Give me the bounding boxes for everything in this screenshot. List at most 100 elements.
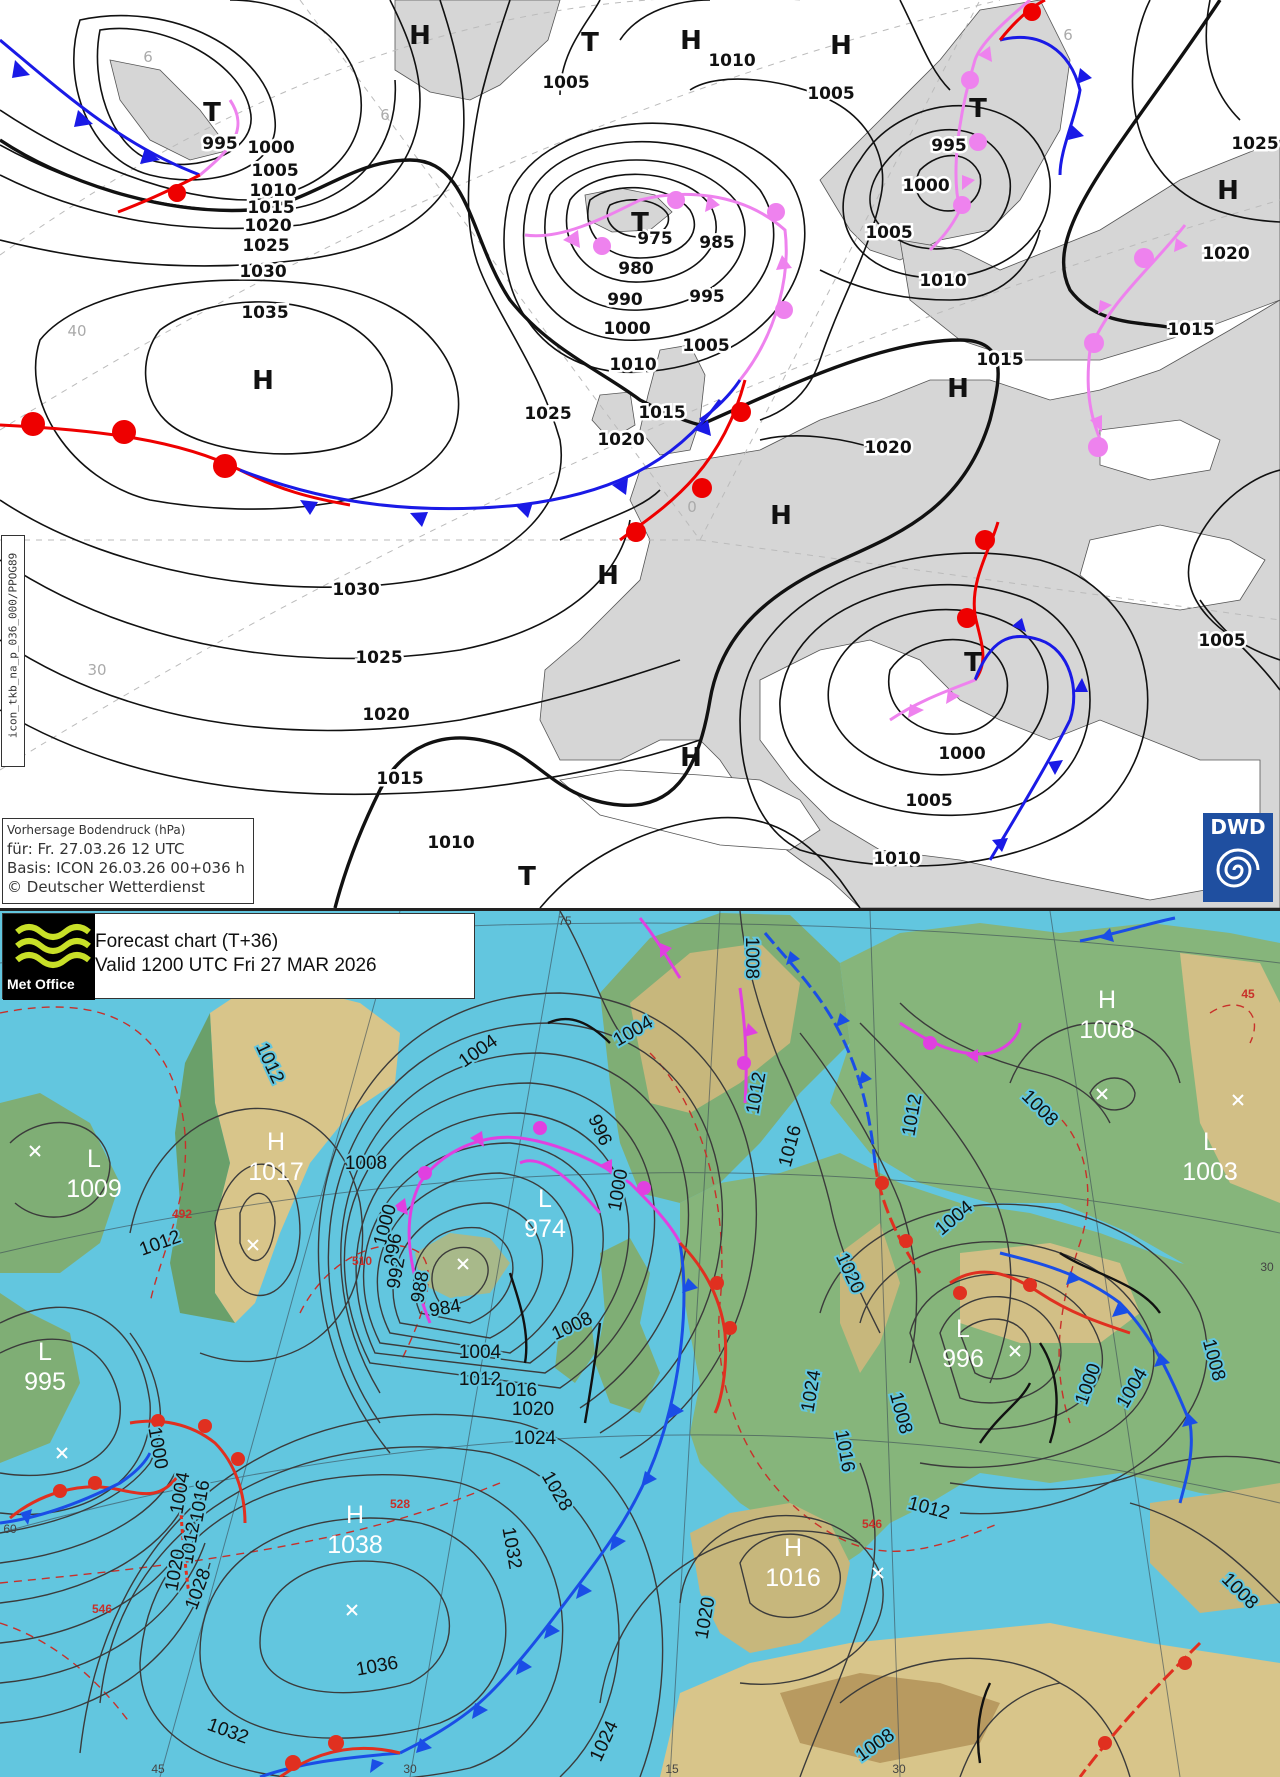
high-center-letter: H	[1098, 986, 1116, 1014]
center-pressure-value: 1016	[765, 1564, 821, 1592]
isobar-label: 1008	[741, 937, 762, 979]
isobar-label-halo: 1025	[355, 648, 402, 668]
isobar-label-halo: 980	[618, 259, 654, 279]
isobar-label-halo: 1010	[609, 355, 656, 375]
high-pressure-center: H	[680, 26, 702, 56]
isobar-label-halo: 1020	[597, 430, 644, 450]
metoffice-title-block: Forecast chart (T+36) Valid 1200 UTC Fri…	[95, 930, 377, 978]
high-pressure-center: H	[770, 501, 792, 531]
isobar-label-halo: 1015	[1167, 320, 1214, 340]
isobar-label-halo: 1005	[807, 84, 854, 104]
metoffice-logo: Met Office	[3, 914, 95, 1000]
center-pressure-value: 1003	[1182, 1158, 1238, 1186]
isobar-label-halo: 1015	[247, 198, 294, 218]
low-center-letter: L	[38, 1338, 52, 1366]
isobar-label-halo: 1015	[376, 769, 423, 789]
center-pressure-value: 974	[524, 1215, 566, 1243]
thickness-label: 546	[862, 1517, 882, 1531]
isobar-label-halo: 995	[931, 136, 967, 156]
dwd-isobars	[0, 0, 1280, 908]
isobar-label-halo: 1010	[249, 181, 296, 201]
dwd-graticule	[0, 0, 1280, 771]
forecast-info-box: Vorhersage Bodendruck (hPa) für: Fr. 27.…	[2, 818, 254, 904]
isobar-label-halo: 1010	[873, 849, 920, 869]
thickness-label: 492	[172, 1207, 192, 1221]
dwd-logo-text: DWD	[1210, 815, 1266, 839]
metoffice-graticule-labels: 75 45 30 15 30 30 60	[3, 914, 1274, 1776]
graticule-label: 0	[687, 498, 697, 516]
dwd-graticule-labels: 6 6 6 40 30 0	[67, 26, 1072, 679]
isobar-label-halo: 1005	[1198, 631, 1245, 651]
metoffice-forecast-chart: 1004 1004 1008 1012 1008 1012 996 1000 1012 1016 1…	[0, 908, 1280, 1777]
isobar-label-halo: 1020	[1202, 244, 1249, 264]
metoffice-waves-icon	[15, 924, 91, 968]
isobar-label-halo: 1005	[905, 791, 952, 811]
dwd-spiral-icon	[1216, 848, 1260, 888]
isobar-label: 1024	[514, 1428, 557, 1449]
dwd-pressure-centers: H T H H T T H T H H H H T H T	[203, 21, 1239, 892]
low-center-letter: L	[956, 1315, 970, 1343]
high-pressure-center: H	[1217, 176, 1239, 206]
isobar-label: 1008	[345, 1153, 387, 1174]
center-pressure-value: 1017	[248, 1158, 304, 1186]
metoffice-center-markers	[29, 1088, 1244, 1616]
graticule-label: 6	[143, 48, 153, 66]
graticule-label: 45	[151, 1762, 165, 1776]
isobar-label-halo: 1000	[938, 744, 985, 764]
low-pressure-center: T	[203, 98, 221, 128]
isobar-label-halo: 1005	[251, 161, 298, 181]
run-tag-box: icon_tkb_na_p_036_000/PPOG89	[1, 535, 25, 767]
metoffice-land	[0, 913, 1280, 1777]
dwd-surface-pressure-map: 1005 1010 1005 995 1000 1005 1010 1015 1020 1025 1…	[0, 0, 1280, 908]
metoffice-map-canvas: 1004 100410081012100810129961000101210161…	[0, 911, 1280, 1777]
thickness-label: 45	[1241, 987, 1255, 1001]
isobar-label-halo: 975	[637, 229, 673, 249]
metoffice-thickness-lines	[0, 1004, 1256, 1724]
low-center-letter: L	[538, 1185, 552, 1213]
metoffice-logo-text: Met Office	[7, 976, 75, 992]
thickness-label: 510	[352, 1254, 372, 1268]
low-center-letter: L	[87, 1145, 101, 1173]
graticule-label: 15	[665, 1762, 679, 1776]
center-pressure-value: 996	[942, 1345, 984, 1373]
isobar-label-halo: 1025	[242, 236, 289, 256]
low-pressure-center: T	[518, 862, 536, 892]
isobar-label-halo: 1000	[603, 319, 650, 339]
high-pressure-center: H	[252, 366, 274, 396]
isobar-label-halo: 1020	[864, 438, 911, 458]
isobar-label-halo: 1020	[244, 216, 291, 236]
isobar-label-halo: 1020	[362, 705, 409, 725]
high-pressure-center: H	[680, 743, 702, 773]
high-center-letter: H	[784, 1534, 802, 1562]
center-pressure-value: 1008	[1079, 1016, 1135, 1044]
graticule-label: 6	[380, 106, 390, 124]
isobar-label-halo: 1025	[524, 404, 571, 424]
high-pressure-center: H	[947, 374, 969, 404]
dwd-seas	[559, 419, 1266, 901]
isobar-label-halo: 985	[699, 233, 735, 253]
isobar-label-halo: 1025	[1231, 134, 1278, 154]
metoffice-fronts	[0, 916, 1202, 1777]
isobar-label-halo: 1030	[239, 262, 286, 282]
isobar-label-halo: 1000	[902, 176, 949, 196]
metoffice-isobars	[0, 911, 1280, 1777]
info-line-product: Vorhersage Bodendruck (hPa)	[7, 823, 186, 837]
isobar-label-halo: 1015	[976, 350, 1023, 370]
metoffice-thickness-labels: 492 510 528 546 546 45	[92, 987, 1255, 1616]
isobar-label-halo: 995	[202, 134, 238, 154]
low-pressure-center: T	[581, 28, 599, 58]
isobar-label-halo: 1005	[865, 223, 912, 243]
center-pressure-value: 995	[24, 1368, 66, 1396]
isobar-label-halo: 1035	[241, 303, 288, 323]
metoffice-header: Met Office Forecast chart (T+36) Valid 1…	[2, 913, 475, 1000]
isobar-label-halo: 1010	[427, 833, 474, 853]
graticule-label: 30	[403, 1762, 417, 1776]
isobar-label-halo: 1005	[682, 336, 729, 356]
isobar-label-halo: 995	[689, 287, 725, 307]
isobar-label-halo: 1030	[332, 580, 379, 600]
metoffice-chart-title: Forecast chart (T+36)	[95, 931, 279, 952]
high-pressure-center: H	[830, 31, 852, 61]
high-pressure-center: H	[409, 21, 431, 51]
graticule-label: 6	[1063, 26, 1073, 44]
